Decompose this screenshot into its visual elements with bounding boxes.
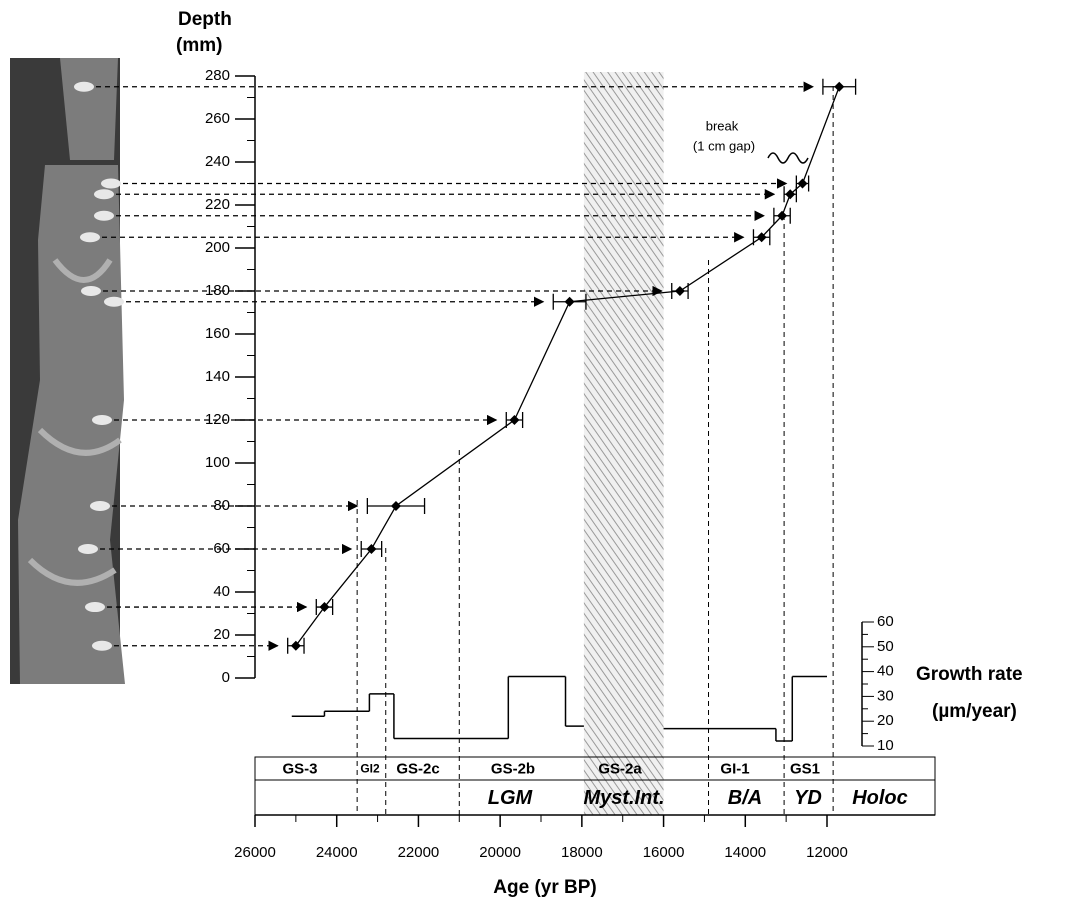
stage-label: GS1: [790, 760, 820, 777]
x-tick-label: 12000: [806, 844, 848, 861]
sample-spot: [92, 415, 112, 425]
y-label: (mm): [176, 35, 222, 56]
y-tick-label: 240: [205, 153, 230, 170]
y-tick-label: 40: [213, 583, 230, 600]
sample-spot: [94, 189, 114, 200]
data-point: [564, 296, 575, 307]
data-point: [319, 602, 330, 613]
sample-spot: [101, 178, 121, 189]
y-tick-label: 200: [205, 239, 230, 256]
break-mark: [767, 152, 809, 164]
stage-label: GI-1: [720, 760, 749, 777]
break-label: break: [706, 118, 739, 133]
data-point: [509, 415, 520, 425]
y2-label: (µm/year): [932, 701, 1017, 722]
stage-label: GS-3: [282, 760, 317, 777]
data-point: [777, 210, 788, 221]
y2-tick-label: 10: [877, 737, 894, 754]
data-point: [797, 178, 808, 189]
stage-label: GS-2a: [598, 760, 642, 777]
stage-label: GI2: [360, 762, 380, 776]
x-tick-label: 14000: [724, 844, 766, 861]
data-point: [756, 232, 767, 243]
stalagmite-texture: [27, 258, 122, 586]
y2-tick-label: 20: [877, 712, 894, 729]
sample-spot: [92, 640, 112, 651]
period-label: YD: [794, 787, 822, 809]
x-label: Age (yr BP): [493, 877, 596, 898]
period-label: Holoc: [852, 787, 908, 809]
y-tick-label: 260: [205, 110, 230, 127]
y-tick-label: 160: [205, 325, 230, 342]
sample-spot: [90, 501, 110, 511]
hiatus-band: [583, 72, 664, 815]
sample-spot: [78, 544, 98, 554]
period-label: LGM: [488, 787, 534, 809]
sample-spot: [94, 210, 114, 221]
y2-tick-label: 50: [877, 638, 894, 655]
y-tick-label: 0: [222, 669, 230, 686]
y-tick-label: 220: [205, 196, 230, 213]
x-tick-label: 20000: [479, 844, 521, 861]
x-tick-label: 16000: [643, 844, 685, 861]
stage-label: GS-2c: [396, 760, 439, 777]
sample-spot: [74, 81, 94, 92]
x-tick-label: 26000: [234, 844, 276, 861]
sample-spot: [80, 232, 100, 243]
data-point: [834, 81, 845, 92]
y-tick-label: 100: [205, 454, 230, 471]
break-label: (1 cm gap): [693, 138, 755, 153]
data-point: [674, 286, 685, 296]
y2-tick-label: 60: [877, 613, 894, 630]
x-tick-label: 18000: [561, 844, 603, 861]
y2-tick-label: 40: [877, 663, 894, 680]
data-point: [390, 501, 401, 511]
x-tick-label: 24000: [316, 844, 358, 861]
period-label: Myst.Int.: [583, 787, 664, 809]
y-label: Depth: [178, 9, 232, 30]
y-tick-label: 140: [205, 368, 230, 385]
period-label: B/A: [728, 787, 762, 809]
x-tick-label: 22000: [398, 844, 440, 861]
y-tick-label: 280: [205, 67, 230, 84]
y-tick-label: 20: [213, 626, 230, 643]
age-depth-line: [295, 86, 840, 647]
stage-table: [254, 756, 936, 816]
y-tick-label: 180: [205, 282, 230, 299]
stage-label: GS-2b: [491, 760, 535, 777]
sample-spot: [81, 286, 101, 296]
y2-label: Growth rate: [916, 664, 1023, 685]
data-point: [785, 189, 796, 200]
y2-tick-label: 30: [877, 687, 894, 704]
data-point: [290, 640, 301, 651]
data-point: [366, 544, 377, 554]
sample-spot: [85, 602, 105, 613]
sample-spot: [104, 296, 124, 307]
